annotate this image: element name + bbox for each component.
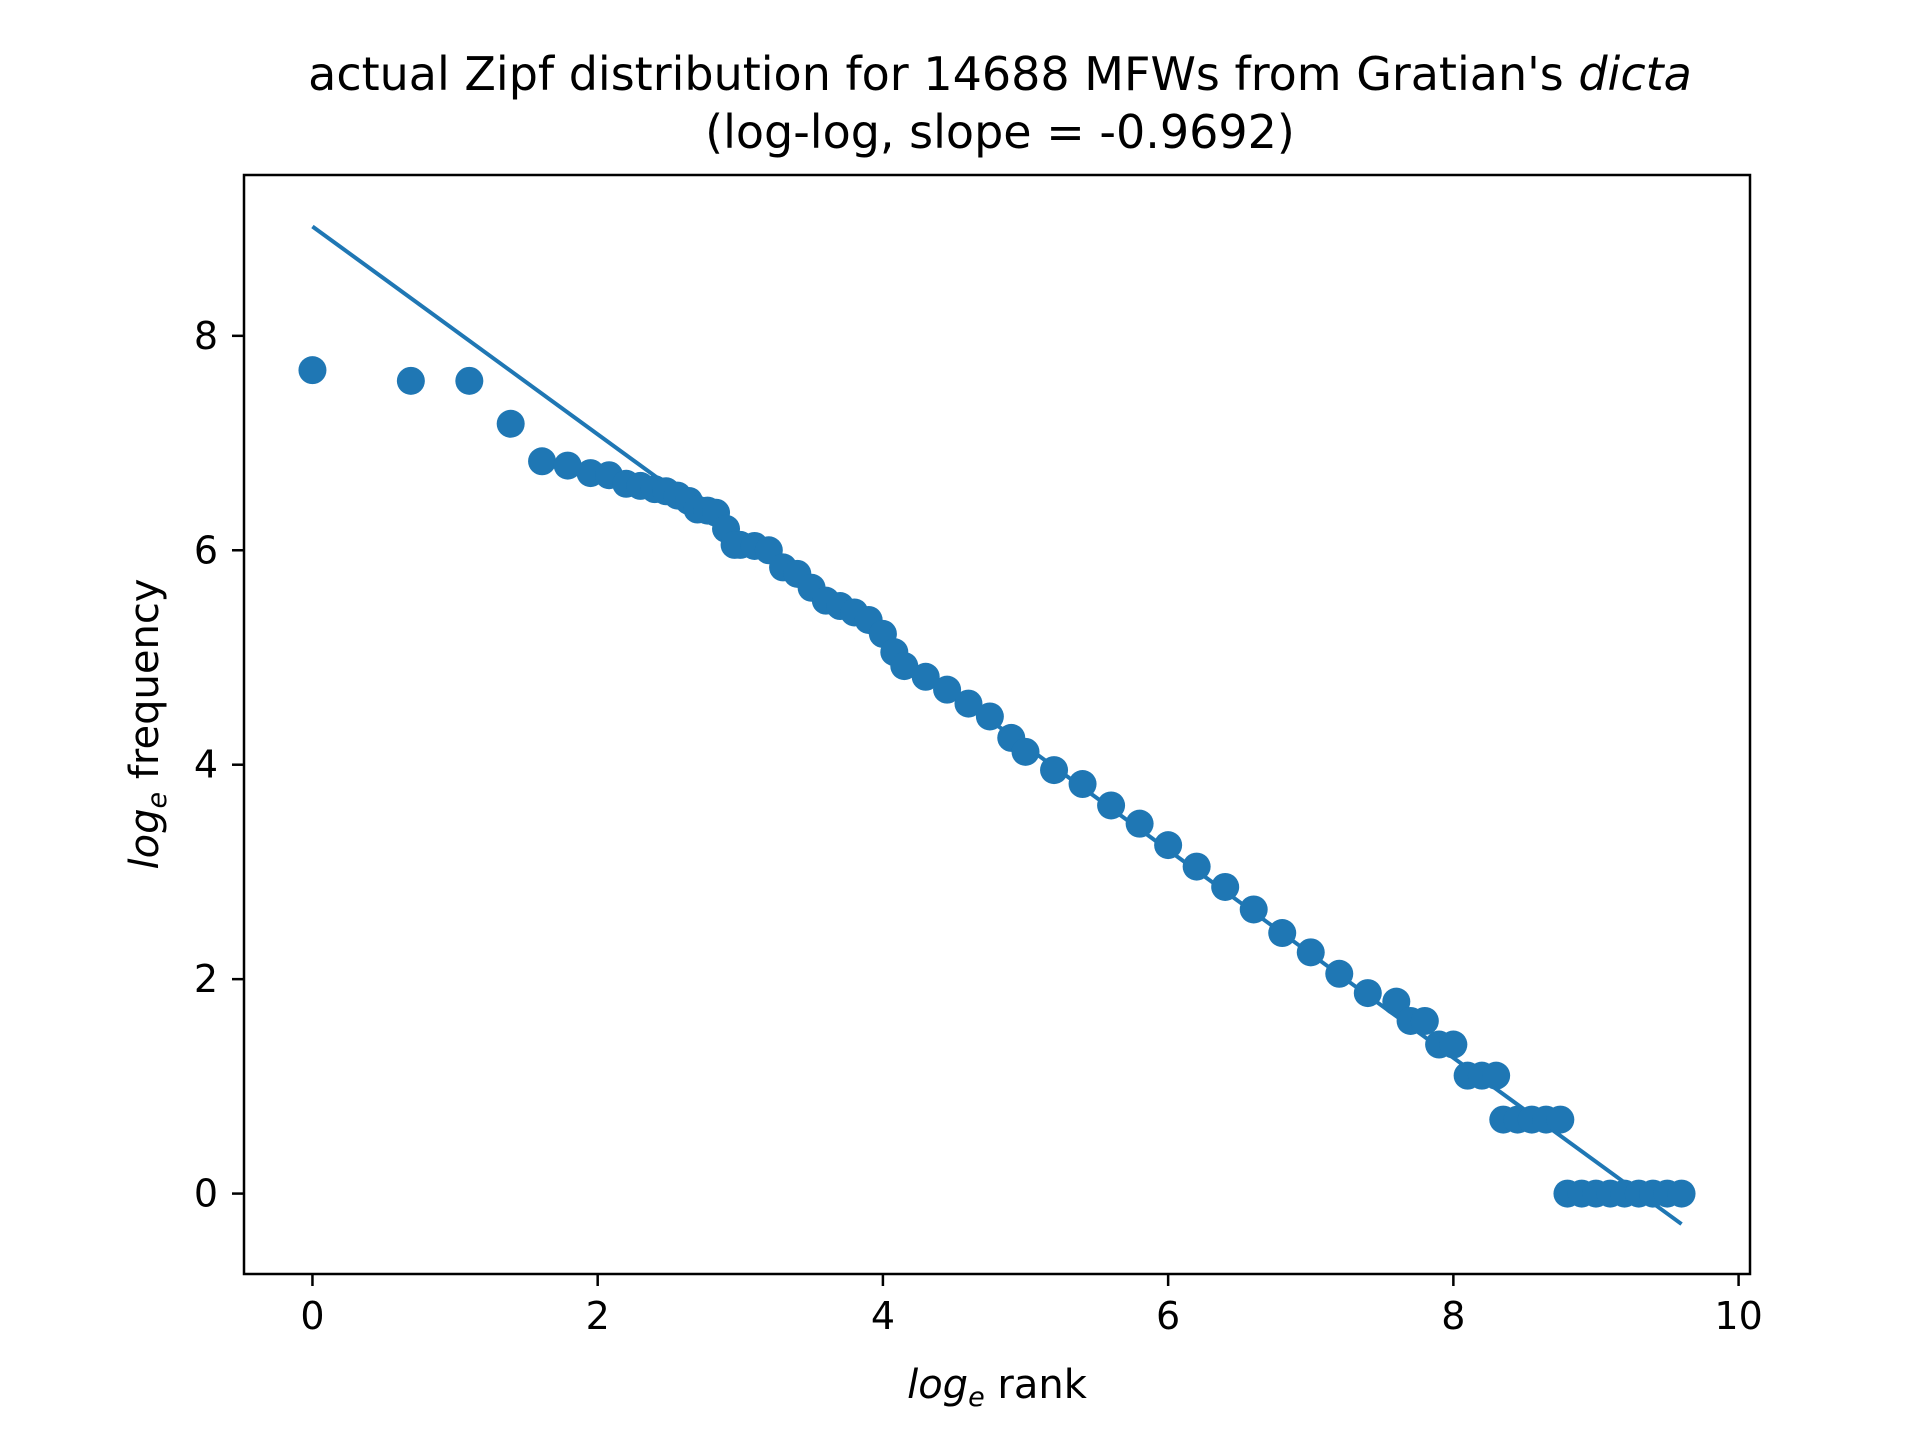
y-tick-label: 8 bbox=[194, 314, 218, 358]
data-point bbox=[1410, 1006, 1439, 1035]
y-tick-label: 0 bbox=[194, 1172, 218, 1216]
x-axis-label-sub: e bbox=[968, 1382, 985, 1413]
plot-frame bbox=[242, 173, 1752, 1276]
data-point bbox=[975, 702, 1004, 731]
data-point bbox=[1239, 895, 1268, 924]
data-point bbox=[1011, 737, 1040, 766]
data-point bbox=[1296, 938, 1325, 967]
x-tick-label: 10 bbox=[1714, 1294, 1762, 1338]
data-point bbox=[528, 447, 557, 476]
data-point bbox=[1125, 809, 1154, 838]
y-axis-label-log: log bbox=[122, 808, 168, 869]
y-axis-label-rest: frequency bbox=[122, 579, 168, 792]
data-series bbox=[298, 224, 1696, 1226]
data-point bbox=[1097, 791, 1126, 820]
data-point bbox=[1325, 959, 1354, 988]
data-point bbox=[911, 662, 940, 691]
data-point bbox=[1154, 831, 1183, 860]
data-point bbox=[298, 356, 327, 385]
y-axis-label-sub: e bbox=[142, 792, 173, 809]
y-tick-label: 4 bbox=[194, 743, 218, 787]
x-axis-label: loge rank bbox=[907, 1362, 1088, 1413]
data-point bbox=[1182, 852, 1211, 881]
chart-subtitle: (log-log, slope = -0.9692) bbox=[705, 105, 1295, 159]
chart-title: actual Zipf distribution for 14688 MFWs … bbox=[308, 47, 1692, 101]
x-tick-label: 4 bbox=[871, 1294, 895, 1338]
data-point bbox=[553, 451, 582, 480]
x-axis-label-rest: rank bbox=[985, 1362, 1088, 1408]
data-point bbox=[1040, 756, 1069, 785]
data-point bbox=[1482, 1061, 1511, 1090]
y-tick-label: 2 bbox=[194, 957, 218, 1001]
data-point bbox=[396, 366, 425, 395]
x-tick-label: 6 bbox=[1156, 1294, 1180, 1338]
x-tick-label: 8 bbox=[1441, 1294, 1465, 1338]
data-point bbox=[933, 675, 962, 704]
data-point bbox=[1353, 979, 1382, 1008]
x-axis-ticks: 0 2 4 6 8 10 bbox=[300, 1274, 1763, 1338]
data-point bbox=[1068, 770, 1097, 799]
x-tick-label: 0 bbox=[300, 1294, 324, 1338]
data-point bbox=[1546, 1105, 1575, 1134]
chart-title-italic: dicta bbox=[1578, 47, 1692, 101]
data-point bbox=[1667, 1179, 1696, 1208]
chart-title-main: actual Zipf distribution for 14688 MFWs … bbox=[308, 47, 1578, 101]
y-tick-label: 6 bbox=[194, 528, 218, 572]
data-point bbox=[1211, 872, 1240, 901]
x-tick-label: 2 bbox=[586, 1294, 610, 1338]
data-point bbox=[1268, 919, 1297, 948]
y-axis-ticks: 0 2 4 6 8 bbox=[194, 314, 244, 1216]
data-point bbox=[954, 689, 983, 718]
x-axis-label-log: log bbox=[907, 1362, 968, 1408]
data-point bbox=[455, 366, 484, 395]
data-point bbox=[890, 652, 919, 681]
y-axis-label: loge frequency bbox=[122, 579, 173, 870]
data-point bbox=[496, 409, 525, 438]
data-point bbox=[1439, 1030, 1468, 1059]
data-point bbox=[1382, 987, 1411, 1016]
